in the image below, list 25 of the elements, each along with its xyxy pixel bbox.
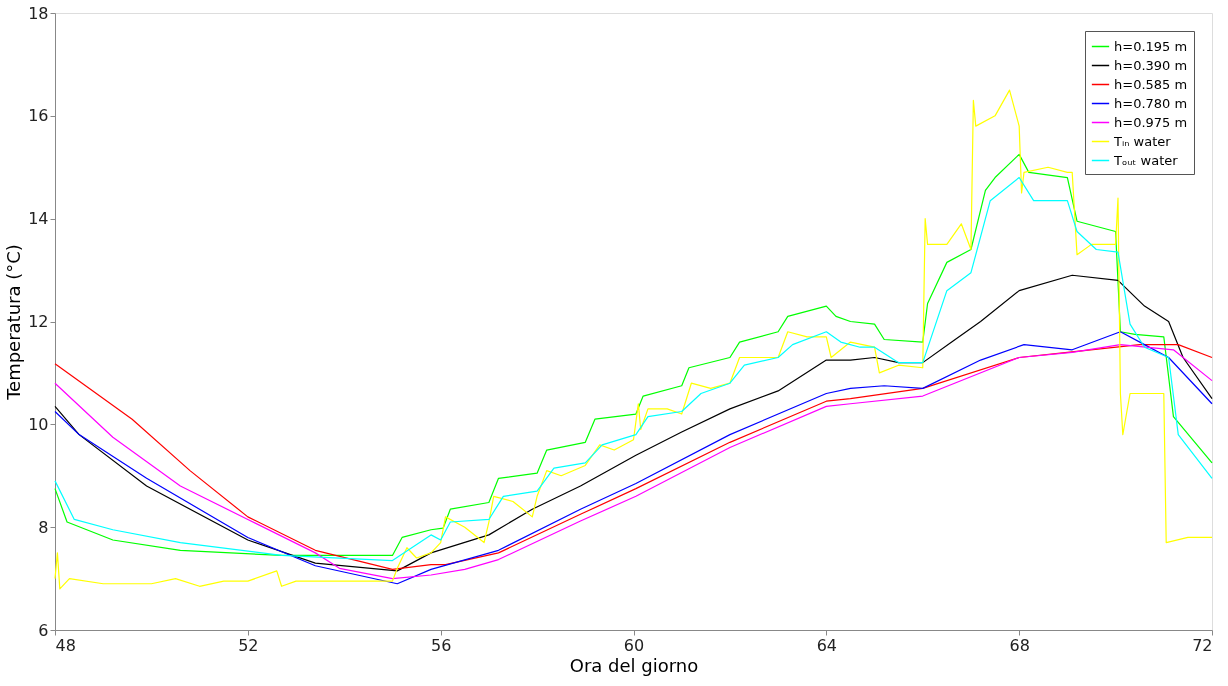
- legend-label: h=0.975 m: [1114, 114, 1188, 130]
- y-tick-label: 18: [28, 3, 49, 23]
- x-tick-label: 56: [430, 635, 452, 655]
- x-tick-label: 64: [816, 635, 838, 655]
- y-tick-label: 16: [28, 106, 49, 126]
- y-tick-label: 14: [28, 209, 49, 229]
- legend-label: h=0.195 m: [1114, 38, 1188, 54]
- legend-label: h=0.780 m: [1114, 95, 1188, 111]
- y-axis-title: Temperatura (°C): [3, 244, 25, 401]
- legend-label: Tᵢₙ water: [1113, 133, 1172, 149]
- line-series: [54, 89, 1213, 590]
- legend-label: Tₒᵤₜ water: [1113, 152, 1179, 168]
- legend-label: h=0.585 m: [1114, 76, 1188, 92]
- y-tick-label: 12: [28, 312, 49, 331]
- line-series: [54, 274, 1213, 572]
- x-axis-title: Ora del giorno: [569, 654, 699, 676]
- x-tick-label: 60: [623, 635, 645, 655]
- y-tick-label: 8: [38, 517, 49, 537]
- x-tick-label: 48: [55, 635, 76, 655]
- y-tick-label: 6: [38, 620, 49, 640]
- x-tick-label: 72: [1192, 635, 1213, 655]
- y-tick-label: 10: [28, 414, 49, 434]
- legend-label: h=0.390 m: [1114, 57, 1188, 73]
- x-tick-label: 68: [1009, 635, 1030, 655]
- x-tick-label: 52: [238, 635, 259, 655]
